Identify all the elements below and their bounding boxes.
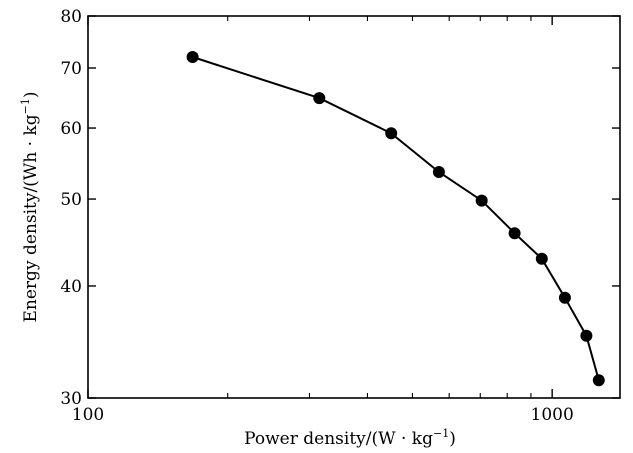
- axis-ticks: [87, 15, 620, 399]
- plot-frame: [87, 15, 621, 399]
- y-axis-label: Energy density/(Wh · kg−1): [19, 92, 41, 323]
- tick-labels: 100 1000 30 40 50 60 70 80: [60, 7, 573, 425]
- x-tick-label: 1000: [531, 405, 574, 425]
- y-tick-label: 60: [60, 119, 82, 139]
- data-point: [508, 227, 521, 240]
- data-point: [580, 329, 593, 342]
- data-series: [186, 51, 605, 387]
- data-point: [186, 51, 199, 63]
- data-point: [592, 374, 605, 387]
- data-point: [385, 127, 398, 140]
- data-point: [535, 252, 548, 265]
- x-tick-label: 100: [72, 405, 104, 425]
- y-tick-label: 40: [60, 277, 82, 297]
- data-point: [313, 92, 326, 105]
- data-point: [475, 194, 488, 207]
- y-tick-label: 80: [60, 7, 82, 27]
- data-point: [432, 166, 445, 178]
- y-tick-label: 30: [60, 389, 82, 409]
- series-line: [192, 56, 600, 381]
- data-point: [558, 291, 571, 304]
- y-tick-label: 50: [60, 190, 82, 210]
- y-tick-label: 70: [60, 59, 82, 79]
- x-axis-label: Power density/(W · kg−1): [244, 427, 456, 449]
